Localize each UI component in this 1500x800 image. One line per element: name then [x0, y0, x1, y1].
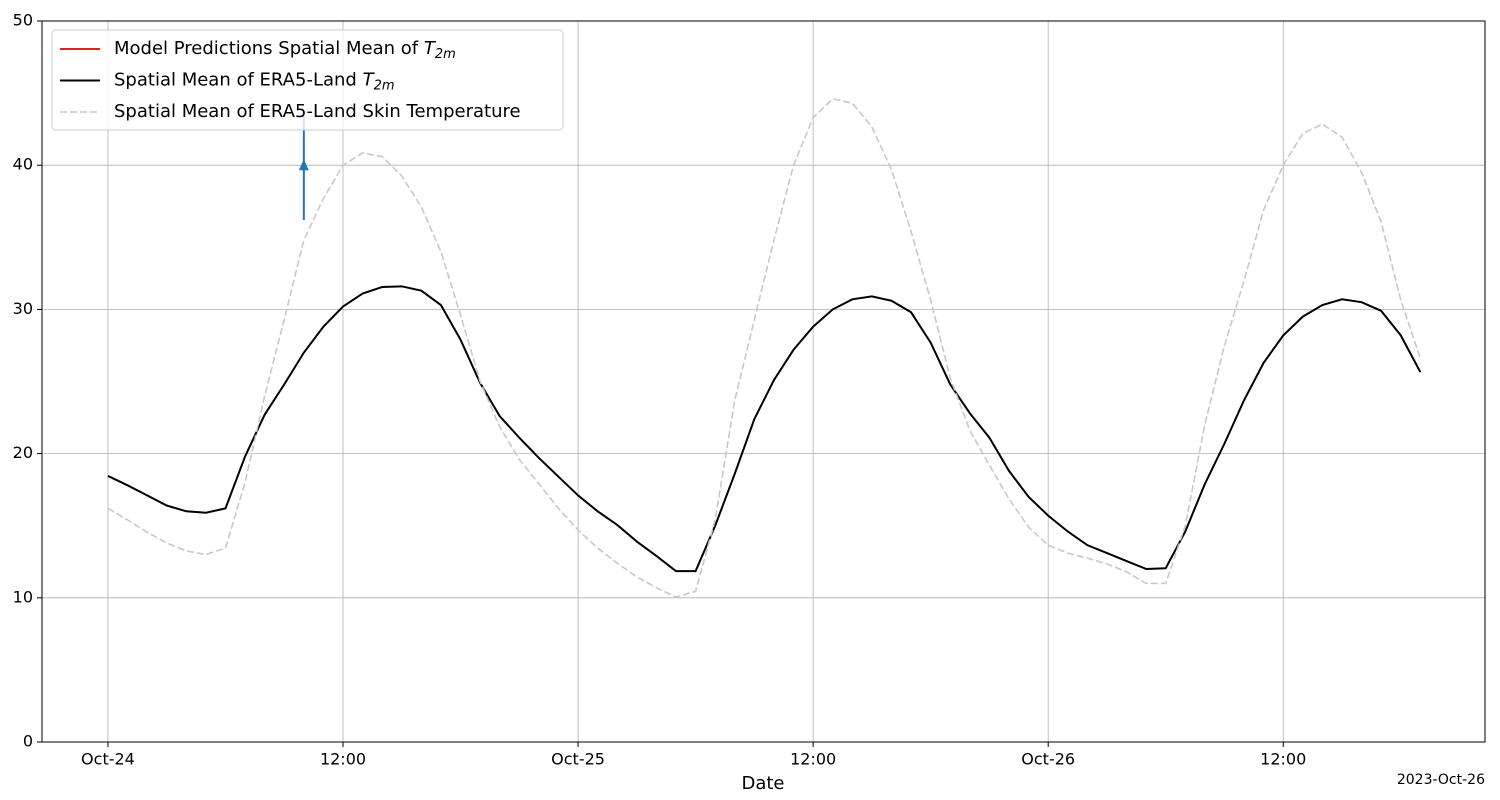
- annotation-arrowhead: [298, 159, 309, 171]
- legend-box: [51, 29, 564, 131]
- offset-label: 2023-Oct-26: [1397, 772, 1485, 788]
- y-tick-label: 10: [13, 587, 33, 606]
- y-tick-label: 20: [13, 443, 33, 462]
- legend: Model Predictions Spatial Mean of T2m Spa…: [51, 29, 564, 131]
- series-line: [107, 97, 1422, 598]
- x-tick-label: Oct-25: [551, 750, 605, 769]
- legend-label: Model Predictions Spatial Mean of T2m: [114, 38, 456, 62]
- y-tick-label: 40: [13, 155, 33, 174]
- series-line: [107, 285, 1422, 573]
- x-tick-label: 12:00: [320, 750, 366, 769]
- x-tick-label: 12:00: [1260, 750, 1306, 769]
- y-tick-label: 0: [23, 732, 33, 751]
- legend-label: Spatial Mean of ERA5-Land Skin Temperatu…: [114, 101, 521, 122]
- x-axis-label: Date: [741, 773, 784, 794]
- y-tick-label: 50: [13, 11, 33, 30]
- legend-label: Spatial Mean of ERA5-Land T2m: [114, 70, 395, 94]
- plot-frame: [41, 20, 1486, 743]
- x-tick-label: 12:00: [790, 750, 836, 769]
- x-tick-label: Oct-26: [1021, 750, 1075, 769]
- y-tick-label: 30: [13, 299, 33, 318]
- x-tick-label: Oct-24: [81, 750, 135, 769]
